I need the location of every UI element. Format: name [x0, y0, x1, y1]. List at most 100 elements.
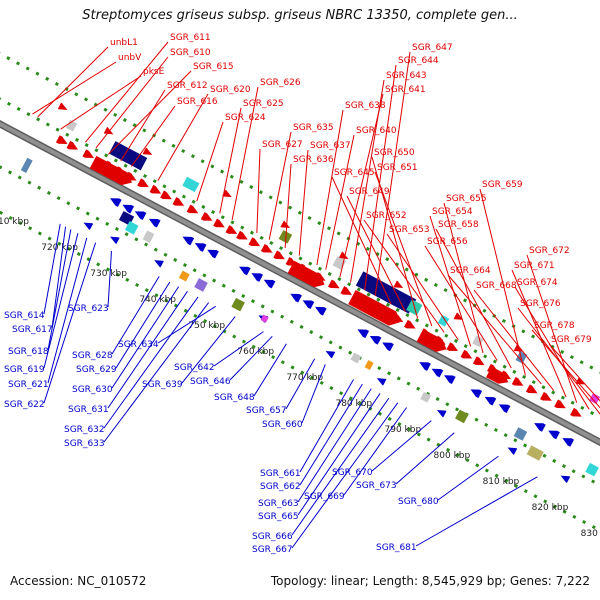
reverse-gene-arrow-shape [148, 218, 161, 228]
reverse-gene-arrow [134, 211, 147, 221]
forward-gene-label: pksE [143, 67, 165, 77]
annotation-block [124, 221, 139, 235]
scale-label: 830 kbp [581, 529, 600, 539]
reverse-leader-line [301, 364, 326, 424]
forward-gene-label: SGR_656 [427, 237, 468, 247]
forward-gene-label: SGR_612 [167, 81, 208, 91]
forward-gene-arrow-large [89, 155, 132, 186]
reverse-gene-arrow-shape [357, 329, 370, 339]
reverse-gene-label: SGR_646 [190, 377, 231, 387]
reverse-leader-line [103, 296, 199, 429]
reverse-gene-arrow [148, 218, 161, 228]
forward-gene-label: SGR_638 [345, 101, 386, 111]
forward-gene-label: SGR_668 [476, 281, 517, 291]
reverse-gene-arrow [325, 350, 336, 359]
forward-leader-line [531, 329, 600, 409]
reverse-gene-label: SGR_670 [332, 468, 373, 478]
reverse-gene-arrow-shape [110, 198, 122, 207]
reverse-gene-arrow-shape [498, 404, 511, 414]
reverse-gene-label: SGR_630 [72, 385, 113, 395]
reverse-gene-label: SGR_648 [214, 393, 255, 403]
forward-gene-arrow-shape [225, 225, 238, 234]
forward-gene-arrow [137, 178, 149, 188]
reverse-gene-arrow [83, 222, 94, 230]
forward-leader-line [429, 215, 472, 347]
forward-gene-label: SGR_672 [529, 246, 570, 256]
reverse-leader-line [291, 402, 399, 549]
forward-leader-line [325, 134, 355, 270]
annotation-block [585, 462, 599, 477]
reverse-leader-line [43, 223, 61, 315]
reverse-gene-arrow-shape [436, 410, 447, 418]
annotation-block-shape [182, 176, 200, 193]
forward-gene-arrow [273, 250, 285, 260]
forward-gene-arrow-shape [280, 220, 291, 229]
forward-leader-line [256, 148, 261, 234]
reverse-gene-arrow [431, 368, 444, 378]
forward-leader-line [219, 107, 242, 214]
reverse-leader-line [285, 358, 316, 410]
reverse-gene-label: SGR_681 [376, 543, 417, 553]
reverse-gene-arrow-shape [369, 335, 382, 345]
forward-gene-arrow [149, 184, 162, 194]
scale-label: 780 kbp [335, 399, 372, 409]
forward-gene-label: SGR_678 [534, 321, 575, 331]
scale-label: 770 kbp [286, 373, 323, 383]
reverse-gene-label: SGR_631 [68, 405, 109, 415]
annotation-block [20, 157, 33, 173]
forward-gene-label: SGR_676 [520, 299, 561, 309]
reverse-gene-label: SGR_628 [72, 351, 113, 361]
track-dotted-line [0, 210, 600, 533]
forward-gene-label: SGR_627 [262, 140, 303, 150]
forward-gene-arrow-shape [186, 204, 199, 214]
reverse-gene-arrow [444, 375, 456, 384]
forward-gene-arrow [393, 280, 404, 288]
annotation-block [589, 393, 600, 405]
forward-gene-label: SGR_658 [438, 220, 479, 230]
reverse-gene-arrow-shape [560, 475, 571, 483]
reverse-gene-arrow [560, 475, 571, 483]
forward-gene-arrow-large [287, 260, 325, 288]
forward-gene-arrow-shape [66, 140, 79, 150]
forward-gene-label: SGR_671 [514, 261, 555, 271]
annotation-block [437, 314, 450, 327]
forward-gene-arrow [82, 149, 95, 159]
forward-gene-label: SGR_679 [551, 335, 592, 345]
reverse-gene-arrow [548, 430, 560, 440]
forward-leader-line [268, 131, 292, 240]
forward-gene-arrow [236, 230, 248, 240]
forward-gene-arrow [472, 356, 485, 366]
reverse-gene-arrow-shape [194, 243, 207, 252]
forward-gene-arrow-shape [393, 280, 404, 288]
reverse-gene-arrow [207, 249, 219, 259]
forward-gene-arrow-large-shape [486, 366, 509, 384]
reverse-leader-line [299, 383, 363, 486]
annotation-block [194, 278, 208, 292]
forward-leader-line [350, 79, 385, 283]
forward-leader-line [331, 176, 392, 305]
annotation-block-shape [589, 393, 600, 405]
reverse-gene-arrow [382, 342, 394, 352]
forward-leader-line [473, 289, 555, 391]
forward-gene-arrow-shape [55, 135, 68, 144]
reverse-leader-line [297, 393, 381, 516]
forward-gene-label: SGR_650 [374, 148, 415, 158]
reverse-gene-label: SGR_669 [304, 492, 345, 502]
forward-gene-arrow-shape [460, 349, 473, 359]
forward-gene-label: SGR_674 [517, 278, 558, 288]
track-guides [0, 52, 600, 533]
reverse-leader-line [253, 343, 287, 397]
reverse-gene-arrow-shape [182, 236, 195, 246]
reverse-gene-label: SGR_619 [4, 365, 45, 375]
forward-gene-label: SGR_647 [412, 43, 453, 53]
forward-gene-label: SGR_655 [446, 194, 487, 204]
forward-leader-line [548, 343, 600, 402]
annotation-block-shape [513, 427, 528, 441]
forward-gene-label: unbV [118, 53, 142, 63]
forward-gene-arrow [248, 237, 261, 247]
forward-gene-label: SGR_620 [210, 85, 251, 95]
forward-gene-arrow-shape [160, 190, 172, 200]
reverse-gene-label: SGR_642 [174, 363, 215, 373]
